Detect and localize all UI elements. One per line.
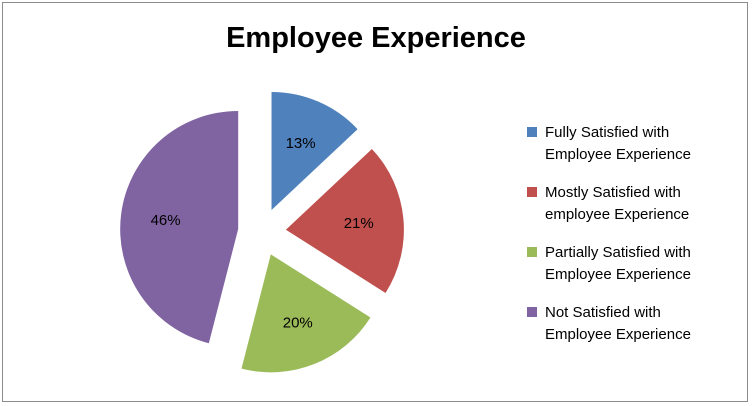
pie-slice-fully-satisfied (271, 91, 358, 210)
legend-label-line-1: Fully Satisfied with (545, 124, 670, 141)
slice-value-label-mostly-satisfied: 21% (344, 215, 374, 232)
legend-label-line-2: Employee Experience (545, 326, 691, 343)
legend-swatch-fully-satisfied (527, 127, 537, 137)
legend-item-fully-satisfied: Fully Satisfied with Employee Experience (527, 122, 745, 182)
pie-slice-not-satisfied (120, 110, 239, 344)
pie-slice-mostly-satisfied (285, 148, 404, 293)
chart-title: Employee Experience (226, 22, 526, 54)
legend-label-line-1: Not Satisfied with (545, 304, 661, 321)
legend-label-line-2: Employee Experience (545, 266, 691, 283)
legend-label-line-1: Mostly Satisfied with (545, 184, 681, 201)
slice-value-label-partially-satisfied: 20% (283, 314, 313, 331)
legend-label-line-1: Partially Satisfied with (545, 244, 691, 261)
legend-swatch-mostly-satisfied (527, 187, 537, 197)
legend-swatch-not-satisfied (527, 307, 537, 317)
legend-label-line-2: Employee Experience (545, 146, 691, 163)
pie-slice-partially-satisfied (241, 254, 371, 373)
slice-value-label-not-satisfied: 46% (151, 212, 181, 229)
legend-label-line-2: employee Experience (545, 206, 690, 223)
legend-item-mostly-satisfied: Mostly Satisfied with employee Experienc… (527, 182, 745, 242)
chart-legend: Fully Satisfied with Employee Experience… (527, 122, 745, 362)
legend-item-partially-satisfied: Partially Satisfied with Employee Experi… (527, 242, 745, 302)
legend-swatch-partially-satisfied (527, 247, 537, 257)
slice-value-label-fully-satisfied: 13% (286, 135, 316, 152)
legend-item-not-satisfied: Not Satisfied with Employee Experience (527, 302, 745, 362)
